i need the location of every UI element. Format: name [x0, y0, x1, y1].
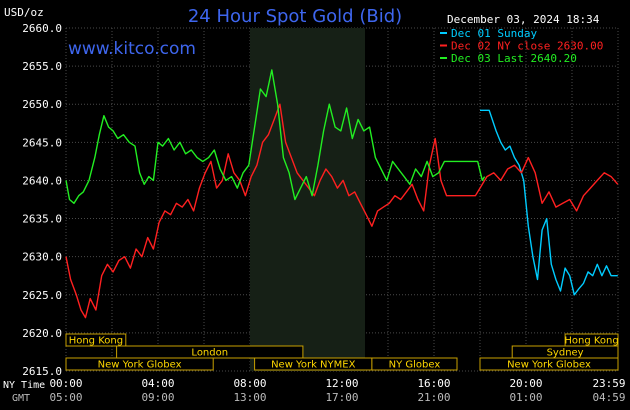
chart-title: 24 Hour Spot Gold (Bid): [188, 6, 402, 27]
date-stamp: December 03, 2024 18:34: [447, 13, 600, 26]
session-label: New York Globex: [507, 360, 591, 371]
legend-label: Dec 01 Sunday: [451, 27, 537, 40]
x-tick-label-gmt: 17:00: [325, 391, 358, 404]
y-tick-label: 2640.0: [22, 174, 62, 187]
y-tick-label: 2625.0: [22, 289, 62, 302]
legend-label: Dec 02 NY close 2630.00: [451, 40, 603, 53]
nymex-highlight: [250, 28, 365, 371]
session-label: Hong Kong: [69, 336, 123, 347]
site-watermark: www.kitco.com: [68, 39, 196, 59]
y-tick-label: 2660.0: [22, 22, 62, 35]
session-bar: [65, 333, 127, 347]
legend-label: Dec 03 Last 2640.20: [451, 52, 577, 65]
x-tick-label-gmt: 13:00: [233, 391, 266, 404]
y-tick-label: 2630.0: [22, 251, 62, 264]
gmt-label: GMT: [12, 393, 30, 404]
session-label: NY Globex: [389, 360, 441, 371]
nymex-session-shade: [250, 28, 365, 371]
x-tick-label-ny: 16:00: [417, 377, 450, 390]
x-tick-label-ny: 12:00: [325, 377, 358, 390]
session-label: Sydney: [547, 348, 584, 359]
session-label: London: [191, 348, 228, 359]
y-tick-label: 2650.0: [22, 98, 62, 111]
session-bar: [479, 357, 619, 371]
y-tick-label: 2635.0: [22, 213, 62, 226]
y-tick-label: 2620.0: [22, 327, 62, 340]
session-label: Hong Kong: [564, 336, 618, 347]
x-tick-label-ny: 23:59: [592, 377, 625, 390]
session-label: New York NYMEX: [271, 360, 356, 371]
x-tick-label-gmt: 05:00: [49, 391, 82, 404]
x-tick-label-ny: 04:00: [141, 377, 174, 390]
ny-time-label: NY Time: [3, 380, 45, 391]
x-tick-label-ny: 20:00: [509, 377, 542, 390]
series-line: [65, 103, 619, 319]
x-tick-label-gmt: 01:00: [509, 391, 542, 404]
y-tick-label: 2655.0: [22, 60, 62, 73]
y-axis-ticks: 2615.0 2620.0 2625.0 2630.0 2635.0 2640.0 2645…: [22, 22, 62, 378]
x-tick-label-gmt: 21:00: [417, 391, 450, 404]
session-bar: [371, 357, 458, 371]
y-tick-label: 2615.0: [22, 365, 62, 378]
session-label: New York Globex: [98, 360, 182, 371]
series-line: [480, 109, 618, 296]
x-tick-label-ny: 00:00: [49, 377, 82, 390]
session-bar: [65, 357, 214, 371]
x-tick-label-gmt: 04:59: [592, 391, 625, 404]
y-axis-unit-label: USD/oz: [4, 6, 44, 19]
x-tick-label-gmt: 09:00: [141, 391, 174, 404]
series-line: [65, 69, 486, 205]
x-tick-label-ny: 08:00: [233, 377, 266, 390]
y-tick-label: 2645.0: [22, 136, 62, 149]
series-lines: [65, 69, 619, 319]
